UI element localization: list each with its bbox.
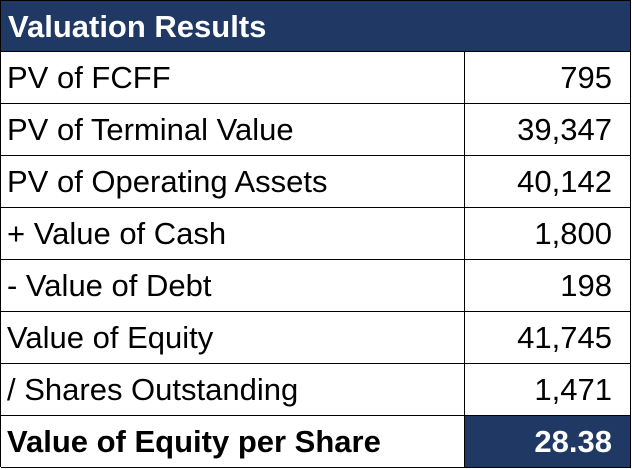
row-value: 40,142 bbox=[465, 156, 631, 207]
table-title: Valuation Results bbox=[1, 1, 631, 52]
row-label: PV of Terminal Value bbox=[1, 104, 465, 155]
row-value: 41,745 bbox=[465, 312, 631, 363]
row-value: 1,800 bbox=[465, 208, 631, 259]
table-row: PV of Terminal Value 39,347 bbox=[1, 104, 631, 156]
row-value: 39,347 bbox=[465, 104, 631, 155]
total-value: 28.38 bbox=[465, 416, 631, 467]
row-label: + Value of Cash bbox=[1, 208, 465, 259]
row-label: Value of Equity bbox=[1, 312, 465, 363]
row-label: - Value of Debt bbox=[1, 260, 465, 311]
total-row: Value of Equity per Share 28.38 bbox=[1, 416, 631, 468]
table-row: Value of Equity 41,745 bbox=[1, 312, 631, 364]
row-value: 198 bbox=[465, 260, 631, 311]
row-label: PV of Operating Assets bbox=[1, 156, 465, 207]
row-label: / Shares Outstanding bbox=[1, 364, 465, 415]
table-row: PV of Operating Assets 40,142 bbox=[1, 156, 631, 208]
table-row: PV of FCFF 795 bbox=[1, 52, 631, 104]
total-label: Value of Equity per Share bbox=[1, 416, 465, 467]
table-row: - Value of Debt 198 bbox=[1, 260, 631, 312]
row-value: 795 bbox=[465, 52, 631, 103]
table-row: + Value of Cash 1,800 bbox=[1, 208, 631, 260]
row-label: PV of FCFF bbox=[1, 52, 465, 103]
row-value: 1,471 bbox=[465, 364, 631, 415]
table-row: / Shares Outstanding 1,471 bbox=[1, 364, 631, 416]
